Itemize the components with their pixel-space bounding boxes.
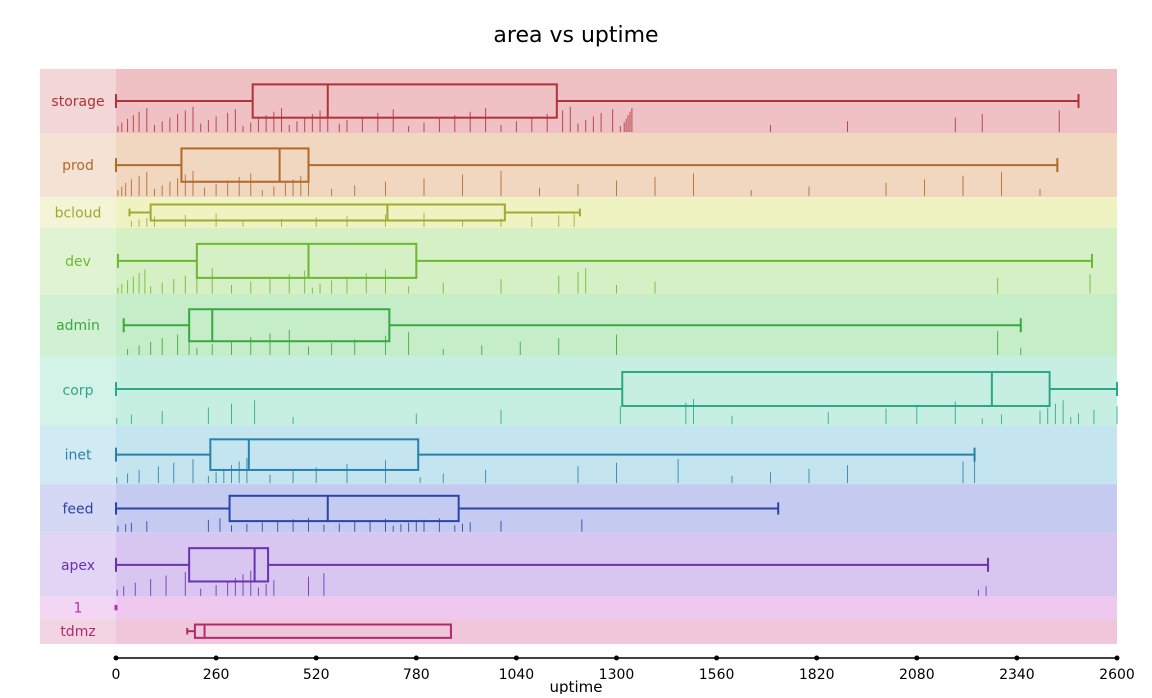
category-apex: apex (40, 532, 1117, 597)
x-tick-label: 260 (203, 667, 230, 683)
category-label-band (40, 69, 116, 134)
category-label: admin (56, 318, 100, 334)
x-tick-mark (814, 655, 820, 661)
chart-title: area vs uptime (493, 23, 658, 48)
x-tick-label: 2340 (999, 667, 1035, 683)
category-band (116, 618, 1117, 644)
box-iqr (180, 147, 310, 183)
category-label: corp (63, 383, 94, 399)
category-label: apex (61, 558, 95, 574)
box-iqr (228, 494, 460, 523)
box-iqr (188, 547, 270, 583)
category-label-band (40, 355, 116, 426)
category-prod: prod (40, 133, 1117, 198)
x-tick-mark (1014, 655, 1020, 661)
box-iqr (149, 203, 506, 222)
box-iqr (193, 623, 452, 639)
category-bcloud: bcloud (40, 197, 1117, 228)
x-tick-label: 1560 (699, 667, 735, 683)
x-tick-mark (113, 655, 119, 661)
box-iqr (195, 242, 418, 279)
box-iqr (209, 438, 420, 471)
x-tick-mark (213, 655, 219, 661)
x-tick-label: 1040 (499, 667, 535, 683)
category-dev: dev (40, 227, 1117, 295)
category-bands: storage prod bcloud dev admin corp inet feed ape… (40, 69, 1118, 644)
x-tick-label: 780 (403, 667, 430, 683)
x-tick-mark (413, 655, 419, 661)
x-tick-label: 2600 (1099, 667, 1135, 683)
category-label: tdmz (60, 624, 95, 640)
category-1: 1 (40, 596, 1117, 619)
x-tick-label: 2080 (899, 667, 935, 683)
category-label: 1 (74, 601, 83, 617)
category-storage: storage (40, 69, 1117, 134)
category-label-band (40, 532, 116, 597)
category-corp: corp (40, 355, 1118, 426)
category-band (116, 197, 1117, 228)
category-label-band (40, 227, 116, 295)
box-iqr (621, 370, 1051, 407)
category-inet: inet (40, 425, 1117, 485)
category-feed: feed (40, 484, 1117, 533)
category-label-band (40, 197, 116, 228)
x-tick-mark (1114, 655, 1120, 661)
category-label-band (40, 596, 116, 619)
category-label: prod (62, 158, 94, 174)
category-label-band (40, 294, 116, 356)
category-band (116, 596, 1117, 619)
category-band (116, 355, 1117, 426)
category-label-band (40, 618, 116, 644)
x-tick-mark (714, 655, 720, 661)
x-tick-mark (914, 655, 920, 661)
category-tdmz: tdmz (40, 618, 1117, 644)
x-tick-mark (513, 655, 519, 661)
category-label: bcloud (55, 205, 102, 221)
category-label-band (40, 133, 116, 198)
x-tick-mark (614, 655, 619, 661)
x-tick-label: 0 (112, 667, 121, 683)
x-tick-label: 1820 (799, 667, 835, 683)
category-label: feed (62, 501, 93, 517)
category-label: dev (65, 254, 91, 270)
box-iqr (188, 308, 391, 343)
category-label: inet (65, 448, 92, 464)
x-tick-label: 1300 (599, 667, 635, 683)
x-axis: 0 260 520 780 1040 1300 1560 1820 2080 2340 2600 (112, 655, 1135, 683)
x-axis-label: uptime (550, 678, 603, 694)
category-label-band (40, 484, 116, 533)
category-admin: admin (40, 294, 1117, 356)
x-tick-mark (313, 655, 319, 661)
category-label-band (40, 425, 116, 485)
box-iqr (251, 83, 558, 119)
category-label: storage (51, 94, 104, 110)
x-tick-label: 520 (303, 667, 330, 683)
